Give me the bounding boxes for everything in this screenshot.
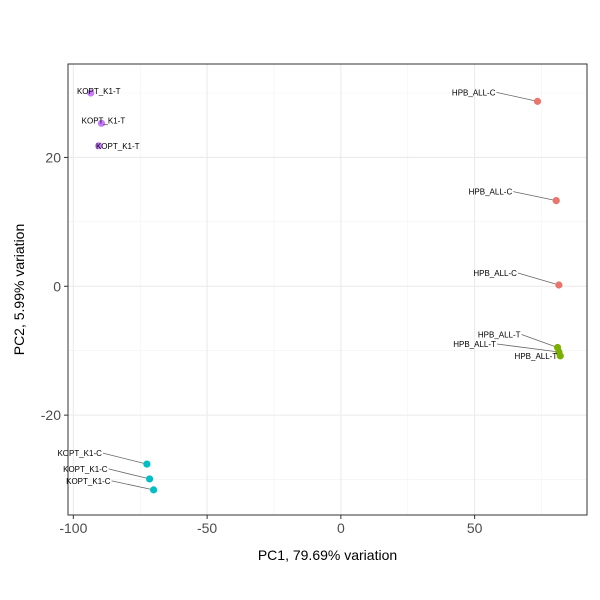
x-tick-label: 50 [467, 520, 483, 536]
data-point [533, 97, 542, 105]
leader-line [513, 191, 557, 201]
leader-line [496, 343, 559, 353]
grid [68, 64, 587, 515]
data-point [150, 486, 158, 494]
point-labels: HPB_ALL-CHPB_ALL-CHPB_ALL-CHPB_ALL-THPB_… [57, 87, 557, 486]
point-label: HPB_ALL-C [469, 188, 513, 197]
leader-line [496, 91, 538, 102]
point-label: HPB_ALL-C [452, 88, 496, 97]
panel-border [67, 63, 588, 516]
x-tick-label: -100 [59, 520, 87, 536]
y-tick-label: 20 [45, 149, 61, 165]
data-point [552, 196, 560, 205]
leader-line [521, 334, 558, 348]
point-label: KOPT_K1-C [66, 477, 111, 486]
x-axis-title: PC1, 79.69% variation [258, 547, 397, 563]
axis-ticks: -100 -50 0 50 -20 0 20 [41, 149, 483, 536]
label-leader-lines [102, 91, 560, 491]
point-label: KOPT_K1-C [63, 465, 108, 474]
point-label: KOPT_K1-T [77, 87, 121, 96]
data-point [555, 348, 563, 356]
data-point [555, 281, 563, 289]
point-label: KOPT_K1-T [96, 142, 140, 151]
point-label: HPB_ALL-T [515, 352, 558, 361]
point-label: KOPT_K1-T [82, 116, 126, 125]
data-points [87, 89, 564, 494]
point-label: KOPT_K1-C [57, 449, 102, 458]
leader-line [517, 272, 560, 286]
point-label: HPB_ALL-C [473, 269, 517, 278]
x-tick-label: -50 [197, 520, 217, 536]
data-point [143, 460, 151, 468]
x-tick-label: 0 [337, 520, 345, 536]
y-axis-title: PC2, 5.99% variation [11, 224, 27, 356]
point-label: HPB_ALL-T [453, 340, 496, 349]
y-tick-label: -20 [41, 407, 61, 423]
data-point [87, 89, 95, 97]
data-point [145, 475, 154, 483]
leader-line [108, 468, 150, 480]
leader-line [102, 452, 148, 465]
data-point [97, 119, 106, 127]
data-point [95, 142, 103, 150]
point-label: HPB_ALL-T [478, 330, 521, 339]
leader-line [111, 480, 154, 491]
y-tick-label: 0 [53, 278, 61, 294]
